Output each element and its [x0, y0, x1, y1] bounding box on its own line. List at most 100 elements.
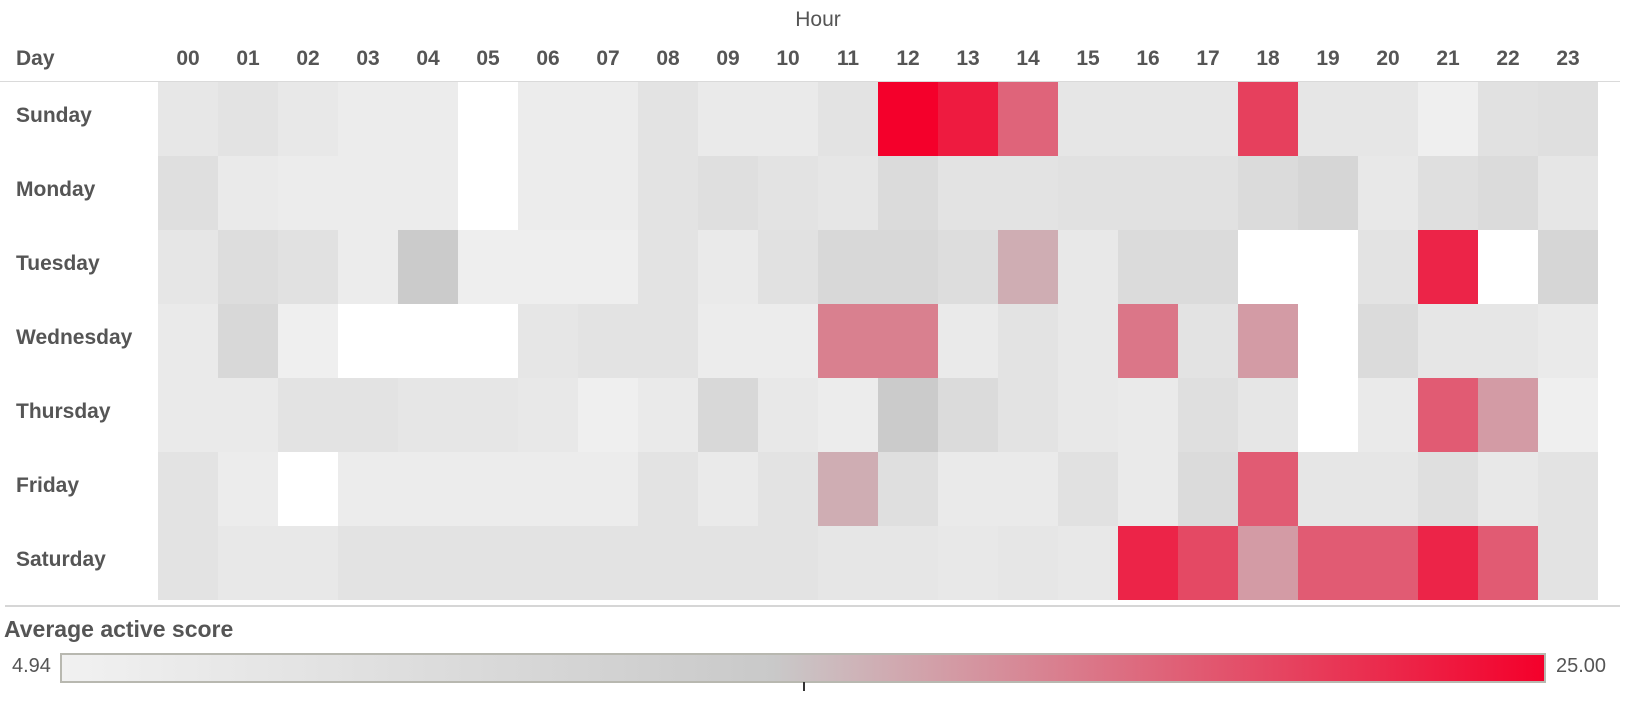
heatmap-cell-friday-06: [518, 452, 578, 526]
heatmap-cell-monday-10: [758, 156, 818, 230]
heatmap-cell-thursday-04: [398, 378, 458, 452]
heatmap-cell-saturday-14: [998, 526, 1058, 600]
heatmap-cell-tuesday-12: [878, 230, 938, 304]
heatmap-cell-thursday-22: [1478, 378, 1538, 452]
heatmap-cell-sunday-09: [698, 82, 758, 156]
hour-tick-07: 07: [596, 47, 620, 70]
heatmap-cell-monday-05: [458, 156, 518, 230]
heatmap-cell-sunday-12: [878, 82, 938, 156]
heatmap-cell-wednesday-02: [278, 304, 338, 378]
heatmap-cell-tuesday-19: [1298, 230, 1358, 304]
heatmap-cell-friday-03: [338, 452, 398, 526]
heatmap-cell-friday-12: [878, 452, 938, 526]
heatmap-cell-wednesday-16: [1118, 304, 1178, 378]
hour-tick-19: 19: [1316, 47, 1340, 70]
heatmap-cell-tuesday-16: [1118, 230, 1178, 304]
heatmap-cell-saturday-04: [398, 526, 458, 600]
hour-tick-18: 18: [1256, 47, 1280, 70]
heatmap-cell-saturday-23: [1538, 526, 1598, 600]
heatmap-cell-thursday-16: [1118, 378, 1178, 452]
heatmap-cell-sunday-23: [1538, 82, 1598, 156]
heatmap-cell-saturday-00: [158, 526, 218, 600]
heatmap-cell-sunday-00: [158, 82, 218, 156]
heatmap-cell-wednesday-20: [1358, 304, 1418, 378]
heatmap-cell-wednesday-22: [1478, 304, 1538, 378]
heatmap-cell-sunday-07: [578, 82, 638, 156]
heatmap-cell-monday-04: [398, 156, 458, 230]
heatmap-cell-sunday-14: [998, 82, 1058, 156]
heatmap-cell-sunday-18: [1238, 82, 1298, 156]
heatmap-cell-saturday-16: [1118, 526, 1178, 600]
heatmap-cell-friday-14: [998, 452, 1058, 526]
heatmap-cell-saturday-17: [1178, 526, 1238, 600]
heatmap-cell-monday-18: [1238, 156, 1298, 230]
heatmap-cell-monday-00: [158, 156, 218, 230]
heatmap-cell-monday-08: [638, 156, 698, 230]
heatmap-cell-saturday-13: [938, 526, 998, 600]
heatmap-cell-wednesday-04: [398, 304, 458, 378]
heatmap-cell-wednesday-01: [218, 304, 278, 378]
heatmap-cell-tuesday-22: [1478, 230, 1538, 304]
heatmap-cell-monday-02: [278, 156, 338, 230]
heatmap-cell-thursday-09: [698, 378, 758, 452]
hour-tick-05: 05: [476, 47, 500, 70]
hour-tick-02: 02: [296, 47, 320, 70]
heatmap-cell-wednesday-08: [638, 304, 698, 378]
hour-tick-01: 01: [236, 47, 260, 70]
day-label-sunday: Sunday: [16, 104, 92, 127]
heatmap-cell-monday-07: [578, 156, 638, 230]
heatmap-cell-wednesday-03: [338, 304, 398, 378]
grid-top-divider: [0, 81, 1620, 82]
hour-tick-14: 14: [1016, 47, 1040, 70]
heatmap-cell-saturday-10: [758, 526, 818, 600]
heatmap-cell-tuesday-11: [818, 230, 878, 304]
heatmap-cell-saturday-21: [1418, 526, 1478, 600]
hour-tick-16: 16: [1136, 47, 1160, 70]
hour-tick-20: 20: [1376, 47, 1400, 70]
heatmap-cell-friday-07: [578, 452, 638, 526]
heatmap-cell-sunday-13: [938, 82, 998, 156]
heatmap-cell-sunday-08: [638, 82, 698, 156]
heatmap-cell-monday-19: [1298, 156, 1358, 230]
heatmap-cell-friday-04: [398, 452, 458, 526]
heatmap-cell-monday-20: [1358, 156, 1418, 230]
heatmap-cell-thursday-10: [758, 378, 818, 452]
heatmap-cell-friday-02: [278, 452, 338, 526]
heatmap-cell-friday-13: [938, 452, 998, 526]
day-label-friday: Friday: [16, 474, 80, 497]
hour-tick-17: 17: [1196, 47, 1220, 70]
heatmap-cell-friday-17: [1178, 452, 1238, 526]
heatmap-cell-thursday-07: [578, 378, 638, 452]
hour-tick-11: 11: [836, 47, 860, 70]
heatmap-cell-thursday-11: [818, 378, 878, 452]
heatmap-cell-tuesday-06: [518, 230, 578, 304]
heatmap-cell-saturday-22: [1478, 526, 1538, 600]
heatmap-cell-sunday-11: [818, 82, 878, 156]
heatmap-cell-tuesday-21: [1418, 230, 1478, 304]
heatmap-cell-tuesday-13: [938, 230, 998, 304]
heatmap-cell-monday-11: [818, 156, 878, 230]
heatmap-cell-monday-15: [1058, 156, 1118, 230]
heatmap-cell-wednesday-10: [758, 304, 818, 378]
heatmap-cell-thursday-03: [338, 378, 398, 452]
legend-marker: [803, 682, 805, 691]
heatmap-cell-monday-06: [518, 156, 578, 230]
heatmap-cell-friday-23: [1538, 452, 1598, 526]
heatmap-cell-tuesday-08: [638, 230, 698, 304]
heatmap-cell-wednesday-14: [998, 304, 1058, 378]
heatmap-cell-tuesday-23: [1538, 230, 1598, 304]
heatmap-cell-sunday-04: [398, 82, 458, 156]
heatmap-cell-monday-22: [1478, 156, 1538, 230]
hour-axis-title: Hour: [795, 8, 841, 31]
heatmap-cell-sunday-05: [458, 82, 518, 156]
grid-bottom-divider: [5, 605, 1620, 607]
legend-title: Average active score: [4, 616, 234, 642]
heatmap-cell-tuesday-14: [998, 230, 1058, 304]
hour-tick-09: 09: [716, 47, 740, 70]
heatmap-cell-wednesday-12: [878, 304, 938, 378]
heatmap-cell-saturday-09: [698, 526, 758, 600]
legend-color-scale: [60, 653, 1546, 683]
heatmap-cell-friday-21: [1418, 452, 1478, 526]
hour-tick-21: 21: [1436, 47, 1460, 70]
heatmap-cell-wednesday-00: [158, 304, 218, 378]
